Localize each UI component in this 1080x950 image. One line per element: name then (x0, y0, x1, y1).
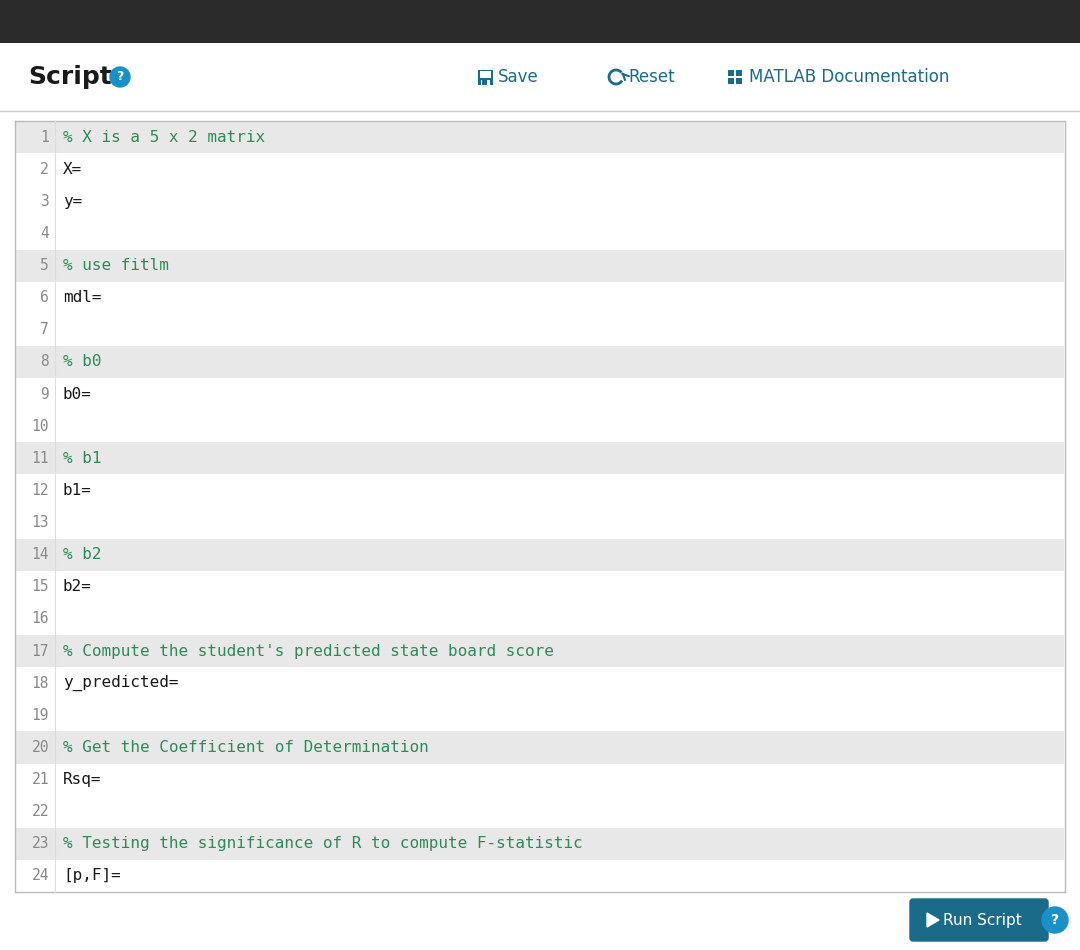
Circle shape (1042, 907, 1068, 933)
Bar (15, 121, 1065, 892)
Text: % use fitlm: % use fitlm (63, 258, 168, 273)
Text: Save: Save (498, 68, 539, 86)
Bar (16, 121, 1064, 153)
Circle shape (110, 67, 130, 87)
Text: Run Script: Run Script (943, 913, 1022, 927)
Text: 8: 8 (40, 354, 49, 370)
Bar (480, 71, 491, 78)
Text: X=: X= (63, 162, 82, 177)
Text: b1=: b1= (63, 483, 92, 498)
Text: % Testing the significance of R to compute F-statistic: % Testing the significance of R to compu… (63, 836, 583, 851)
Text: 5: 5 (40, 258, 49, 273)
Text: 22: 22 (31, 805, 49, 819)
Text: 21: 21 (31, 772, 49, 787)
Text: 12: 12 (31, 483, 49, 498)
Text: b2=: b2= (63, 580, 92, 595)
Text: 20: 20 (31, 740, 49, 755)
Text: 18: 18 (31, 675, 49, 691)
Text: 23: 23 (31, 836, 49, 851)
Text: Script: Script (28, 65, 111, 89)
Bar (16, 827, 1064, 860)
Polygon shape (927, 913, 939, 927)
Text: % b1: % b1 (63, 451, 102, 466)
Text: 15: 15 (31, 580, 49, 595)
Text: ?: ? (117, 70, 124, 84)
Text: y_predicted=: y_predicted= (63, 675, 178, 692)
Bar (0, 43, 1080, 111)
Text: % b0: % b0 (63, 354, 102, 370)
Text: mdl=: mdl= (63, 290, 102, 305)
Text: 13: 13 (31, 515, 49, 530)
Text: 7: 7 (40, 322, 49, 337)
Text: y=: y= (63, 194, 82, 209)
Bar (16, 250, 1064, 281)
Text: % X is a 5 x 2 matrix: % X is a 5 x 2 matrix (63, 129, 265, 144)
Text: 1: 1 (40, 129, 49, 144)
Text: ?: ? (1051, 913, 1059, 927)
Text: 6: 6 (40, 290, 49, 305)
Bar (735, 78, 742, 84)
Text: 4: 4 (40, 226, 49, 241)
Bar (16, 539, 1064, 571)
Bar (482, 80, 487, 85)
FancyBboxPatch shape (910, 899, 1048, 941)
Text: b0=: b0= (63, 387, 92, 402)
Bar (735, 70, 742, 76)
Text: Reset: Reset (627, 68, 675, 86)
Text: 24: 24 (31, 868, 49, 884)
Text: 3: 3 (40, 194, 49, 209)
Text: 10: 10 (31, 419, 49, 434)
Bar (16, 346, 1064, 378)
Bar (16, 635, 1064, 667)
Text: MATLAB Documentation: MATLAB Documentation (750, 68, 949, 86)
Text: [p,F]=: [p,F]= (63, 868, 121, 884)
Text: 9: 9 (40, 387, 49, 402)
Text: 14: 14 (31, 547, 49, 562)
Text: % Get the Coefficient of Determination: % Get the Coefficient of Determination (63, 740, 429, 755)
Bar (728, 78, 734, 84)
Bar (16, 732, 1064, 764)
Text: 19: 19 (31, 708, 49, 723)
Text: % Compute the student's predicted state board score: % Compute the student's predicted state … (63, 643, 554, 658)
Bar (481, 80, 490, 85)
Bar (0, 0, 1080, 43)
Text: 17: 17 (31, 643, 49, 658)
Bar (16, 443, 1064, 474)
Bar (478, 70, 492, 85)
Text: 11: 11 (31, 451, 49, 466)
Text: 2: 2 (40, 162, 49, 177)
Text: % b2: % b2 (63, 547, 102, 562)
Text: 16: 16 (31, 612, 49, 626)
Text: Rsq=: Rsq= (63, 772, 102, 787)
Bar (728, 70, 734, 76)
